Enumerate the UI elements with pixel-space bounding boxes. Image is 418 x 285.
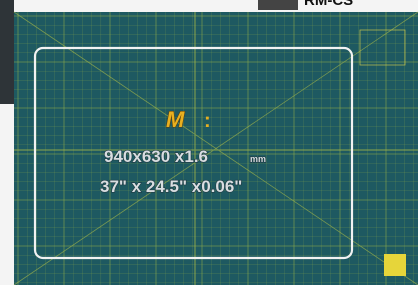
left-edge: [0, 0, 14, 104]
brand: RM-CS: [304, 0, 353, 9]
metric-unit: mm: [250, 154, 266, 164]
page: RM-CS M : 940x630 x1.6 mm 37" x 24.5" x0…: [0, 0, 418, 285]
size-letter: M: [166, 107, 185, 132]
brand-icon: [258, 0, 298, 10]
corner-sticker: [384, 254, 406, 276]
imperial-size: 37" x 24.5" x0.06": [100, 177, 242, 196]
metric-size: 940x630 x1.6: [104, 147, 208, 166]
size-separator: :: [204, 110, 211, 132]
product-photo: RM-CS M : 940x630 x1.6 mm 37" x 24.5" x0…: [0, 0, 418, 285]
